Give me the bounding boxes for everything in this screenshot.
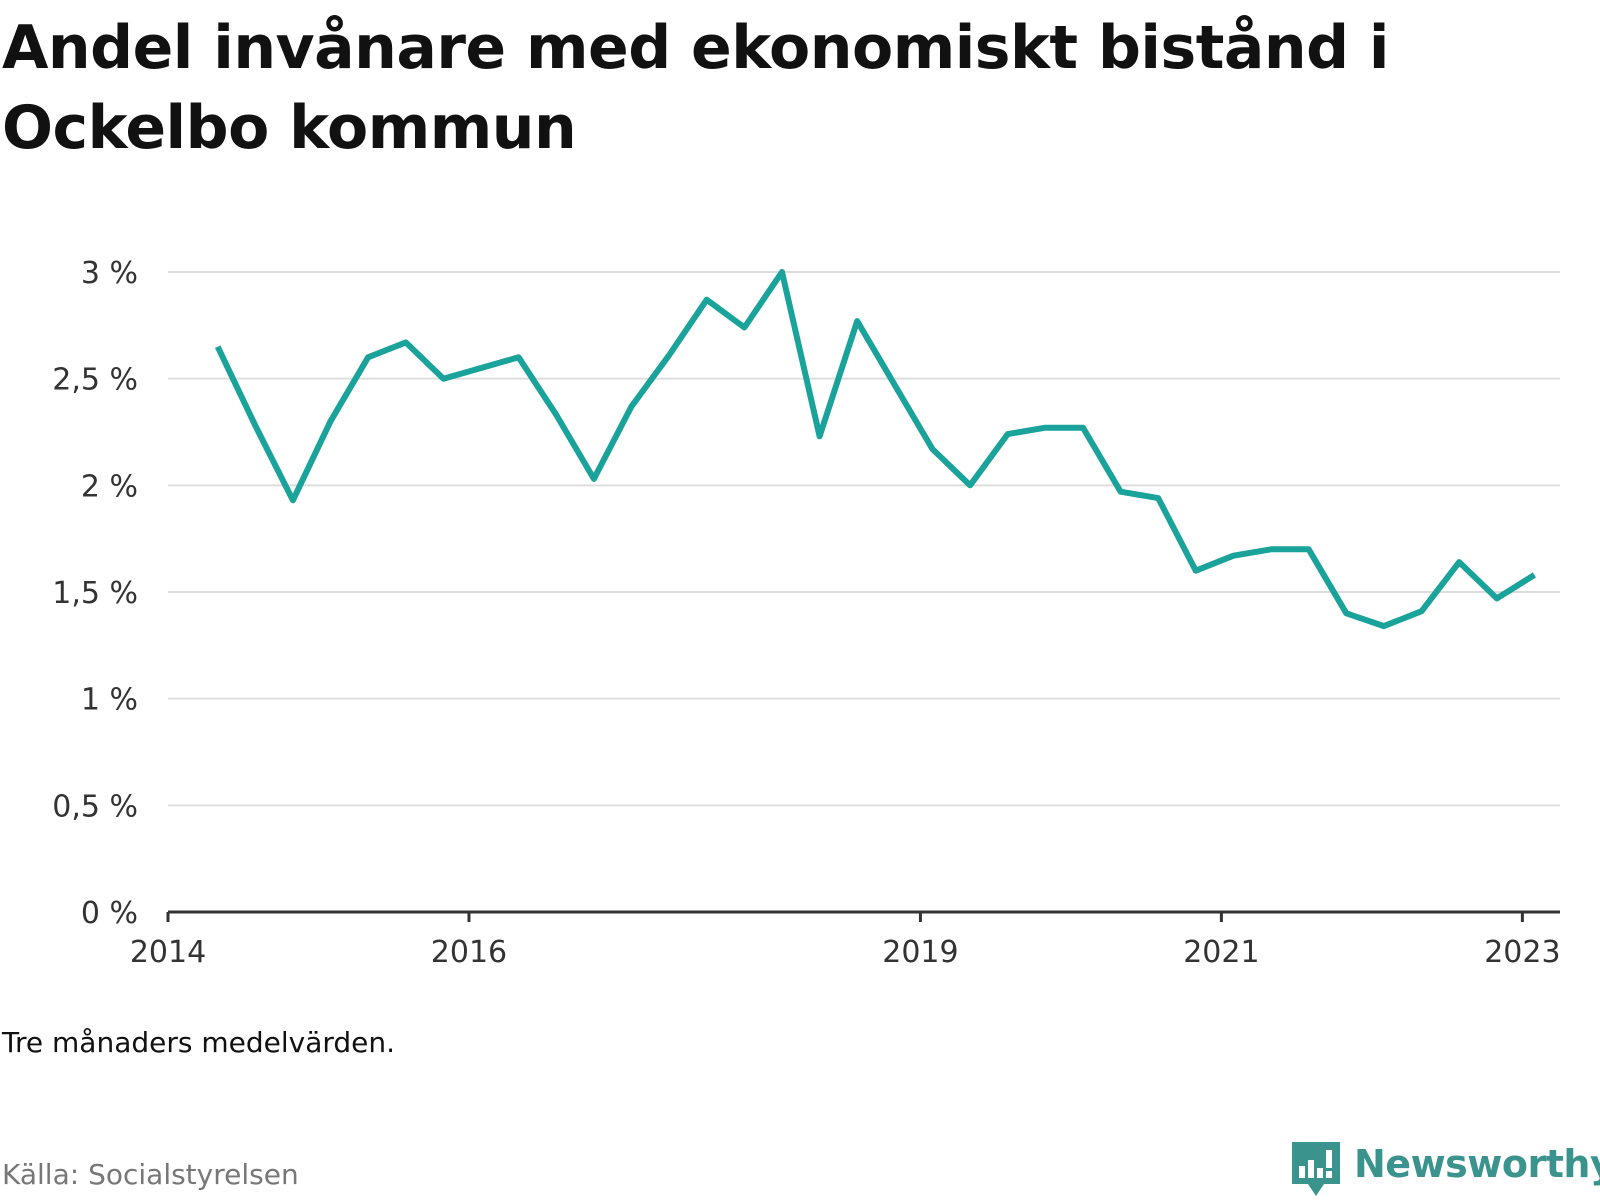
- data-point: [553, 412, 559, 418]
- x-tick-label: 2016: [431, 935, 507, 970]
- y-tick-label: 3 %: [81, 256, 138, 291]
- data-point: [1456, 559, 1462, 565]
- y-tick-label: 1 %: [81, 683, 138, 718]
- data-point: [704, 297, 710, 303]
- data-point: [1042, 425, 1048, 431]
- data-point: [328, 418, 334, 424]
- x-tick-label: 2021: [1183, 935, 1259, 970]
- x-tick-label: 2014: [130, 935, 206, 970]
- chart-note: Tre månaders medelvärden.: [2, 1026, 396, 1059]
- data-point: [1343, 610, 1349, 616]
- data-point: [967, 482, 973, 488]
- data-point: [478, 365, 484, 371]
- data-point: [1306, 546, 1312, 552]
- y-tick-label: 0,5 %: [52, 789, 138, 824]
- data-point: [930, 446, 936, 452]
- data-point: [629, 403, 635, 409]
- brand-name: Newsworthy: [1354, 1142, 1600, 1186]
- y-axis-ticks: 0 % 0,5 % 1 % 1,5 % 2 % 2,5 % 3 %: [52, 256, 138, 931]
- line-chart: 0 % 0,5 % 1 % 1,5 % 2 % 2,5 % 3 % 2014 2016 2019…: [52, 256, 1561, 970]
- data-point: [1268, 546, 1274, 552]
- series-line: [214, 269, 1536, 630]
- data-point: [1118, 489, 1124, 495]
- data-point: [365, 354, 371, 360]
- x-axis: 2014 2016 2019 2021 2023: [130, 910, 1561, 970]
- data-point: [1155, 495, 1161, 501]
- series-layer: [214, 269, 1537, 630]
- data-point: [591, 476, 597, 482]
- data-point: [440, 376, 446, 382]
- data-point: [741, 325, 747, 331]
- data-point: [1080, 425, 1086, 431]
- data-point: [1531, 572, 1537, 578]
- data-point: [252, 423, 258, 429]
- data-point: [1381, 623, 1387, 629]
- data-point: [403, 339, 409, 345]
- chart-source: Källa: Socialstyrelsen: [2, 1158, 299, 1191]
- x-tick-label: 2023: [1484, 935, 1560, 970]
- x-tick-label: 2019: [882, 935, 958, 970]
- data-point: [516, 354, 522, 360]
- y-tick-label: 0 %: [81, 896, 138, 931]
- y-tick-label: 2,5 %: [52, 363, 138, 398]
- y-tick-label: 2 %: [81, 469, 138, 504]
- newsworthy-logo-icon: [1292, 1142, 1340, 1196]
- grid-lines: [168, 271, 1560, 807]
- data-point: [817, 433, 823, 439]
- data-point: [1230, 553, 1236, 559]
- brand-logo: Newsworthy: [1290, 1140, 1600, 1200]
- data-point: [215, 344, 221, 350]
- chart-title: Andel invånare med ekonomiskt bistånd i …: [2, 13, 1389, 163]
- data-point: [892, 382, 898, 388]
- data-point: [779, 269, 785, 275]
- data-point: [1193, 568, 1199, 574]
- data-point: [854, 318, 860, 324]
- data-point: [666, 352, 672, 358]
- data-point: [1419, 608, 1425, 614]
- data-point: [1005, 431, 1011, 437]
- data-point: [1494, 595, 1500, 601]
- y-tick-label: 1,5 %: [52, 576, 138, 611]
- data-point: [290, 497, 296, 503]
